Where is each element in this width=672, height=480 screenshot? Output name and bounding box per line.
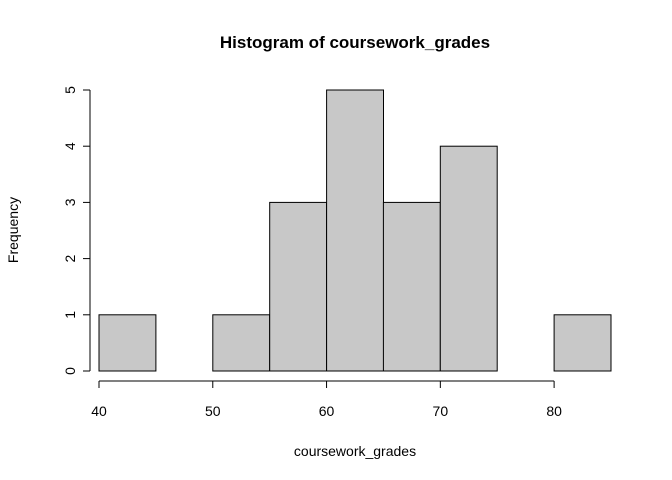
x-tick-label-70: 70: [433, 403, 449, 419]
x-ticks: 40 50 60 70 80: [91, 381, 562, 419]
y-axis-title: Frequency: [5, 197, 21, 263]
x-axis-title: coursework_grades: [294, 443, 416, 459]
y-ticks: 0 1 2 3 4 5: [62, 86, 90, 375]
histogram-bar-55-60: [269, 201, 328, 372]
histogram-bar-50-55: [212, 314, 271, 372]
y-tick-label-0: 0: [62, 367, 78, 375]
y-tick-label-5: 5: [62, 86, 78, 94]
x-tick-label-40: 40: [91, 403, 107, 419]
y-tick-label-1: 1: [62, 311, 78, 319]
y-tick-label-3: 3: [62, 198, 78, 206]
x-tick-label-60: 60: [319, 403, 335, 419]
histogram-bar-70-75: [439, 145, 498, 372]
bars-layer: [98, 89, 612, 372]
y-axis: 0 1 2 3 4 5: [62, 86, 91, 375]
x-axis: 40 50 60 70 80: [91, 380, 562, 419]
chart-title: Histogram of coursework_grades: [220, 33, 490, 52]
y-tick-label-4: 4: [62, 142, 78, 150]
histogram-bar-80-85: [553, 314, 612, 372]
x-tick-label-50: 50: [205, 403, 221, 419]
y-tick-label-2: 2: [62, 254, 78, 262]
histogram-bar-40-45: [98, 314, 157, 372]
histogram-bar-60-65: [326, 89, 385, 372]
histogram-bar-65-70: [382, 201, 441, 372]
x-tick-label-80: 80: [546, 403, 562, 419]
